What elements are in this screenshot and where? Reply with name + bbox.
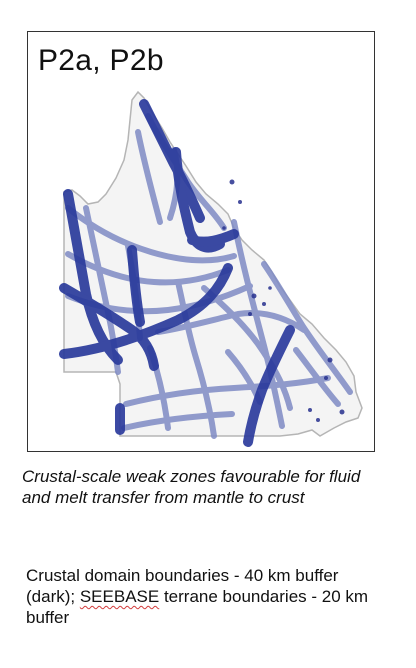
terrane-line bbox=[175, 279, 217, 439]
map-panel: P2a, P2b bbox=[27, 31, 375, 452]
state-outline bbox=[63, 90, 363, 437]
panel-label: P2a, P2b bbox=[38, 44, 164, 77]
domain-line bbox=[127, 245, 145, 327]
legend-text-part1: Crustal domain boundaries - 40 km buffer… bbox=[26, 566, 339, 606]
terrane-line bbox=[231, 219, 285, 429]
terrane-line bbox=[201, 285, 293, 411]
domain-line bbox=[59, 283, 159, 371]
fragment bbox=[327, 357, 333, 363]
crustal-domain-boundaries bbox=[59, 99, 295, 447]
fragment bbox=[324, 376, 328, 380]
terrane-line bbox=[121, 411, 235, 431]
domain-line bbox=[171, 147, 225, 253]
fragment bbox=[238, 200, 242, 204]
fragment bbox=[262, 302, 266, 306]
weak-zones-map bbox=[59, 90, 363, 447]
map-legend: Crustal domain boundaries - 40 km buffer… bbox=[26, 565, 386, 628]
fragment bbox=[248, 312, 252, 316]
legend-seebase-term: SEEBASE bbox=[79, 587, 160, 606]
caption-text: Crustal-scale weak zones favourable for … bbox=[22, 467, 361, 507]
fragment bbox=[268, 286, 272, 290]
fragment bbox=[308, 408, 312, 412]
fragment bbox=[339, 409, 345, 415]
terrane-line bbox=[123, 375, 331, 407]
terrane-line bbox=[155, 310, 307, 335]
terrane-line bbox=[135, 129, 163, 225]
coastal-fragments bbox=[222, 179, 345, 422]
fragment bbox=[316, 418, 320, 422]
domain-line bbox=[187, 229, 239, 247]
terrane-line bbox=[293, 347, 341, 407]
fragment bbox=[229, 179, 235, 185]
map-caption: Crustal-scale weak zones favourable for … bbox=[22, 466, 382, 508]
domain-line bbox=[59, 263, 233, 359]
terrane-line bbox=[261, 261, 353, 395]
legend-text-part2: terrane boundaries - 20 km buffer bbox=[26, 587, 369, 627]
fragment bbox=[222, 226, 226, 230]
fragment bbox=[251, 293, 257, 299]
terrane-line bbox=[65, 251, 231, 286]
domain-line bbox=[243, 325, 295, 447]
